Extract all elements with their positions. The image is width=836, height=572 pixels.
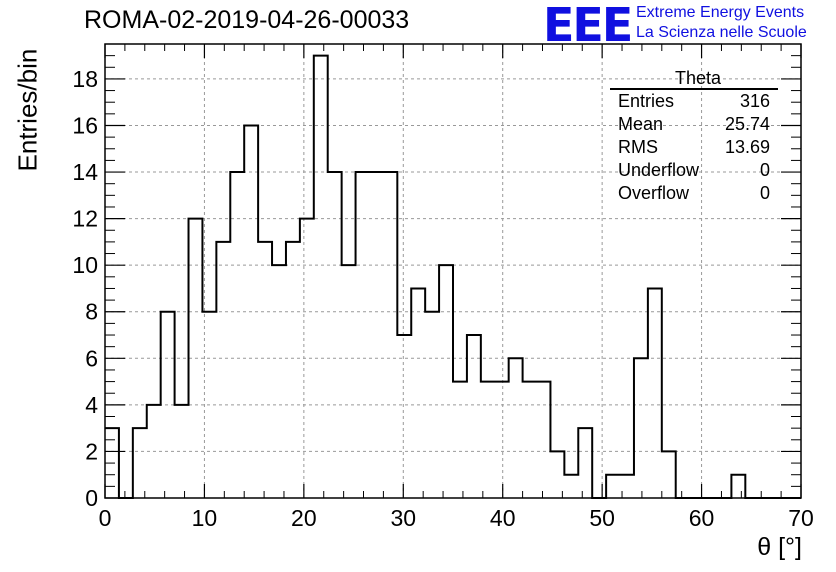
- x-tick-label: 40: [490, 505, 516, 531]
- stats-value: 0: [759, 183, 770, 203]
- stats-box: Theta Entries 316 Mean 25.74 RMS 13.69 U…: [610, 68, 778, 205]
- histogram-series: [105, 54, 801, 499]
- stats-row-entries: Entries 316: [610, 90, 778, 113]
- y-tick-label: 18: [72, 66, 98, 92]
- y-tick-label: 12: [72, 206, 98, 232]
- stats-value: 0: [759, 160, 770, 180]
- plot-frame: [104, 43, 802, 499]
- y-axis-label: Entries/bin: [12, 48, 43, 172]
- y-tick-label: 6: [85, 345, 98, 371]
- chart-title: ROMA-02-2019-04-26-00033: [84, 6, 410, 34]
- histogram-line: [105, 54, 801, 499]
- y-tick-label: 0: [85, 485, 98, 511]
- stats-row-mean: Mean 25.74: [610, 113, 778, 136]
- x-tick-label: 10: [192, 505, 218, 531]
- y-tick-label: 4: [85, 392, 98, 418]
- stats-value: 25.74: [724, 114, 770, 134]
- stats-label: Mean: [618, 114, 664, 134]
- stats-row-overflow: Overflow 0: [610, 182, 778, 205]
- stats-value: 13.69: [724, 137, 770, 157]
- axis-ticks: [104, 44, 802, 499]
- stats-label: Overflow: [618, 183, 690, 203]
- x-tick-label: 20: [291, 505, 317, 531]
- eee-logo: EEE: [543, 0, 633, 52]
- x-tick-label: 30: [390, 505, 416, 531]
- stats-row-rms: RMS 13.69: [610, 136, 778, 159]
- stats-value: 316: [739, 91, 770, 111]
- stats-row-underflow: Underflow 0: [610, 159, 778, 182]
- x-tick-label: 60: [689, 505, 715, 531]
- x-tick-label: 70: [788, 505, 814, 531]
- x-tick-label: 50: [589, 505, 615, 531]
- logo-text-line1: Extreme Energy Events: [636, 4, 805, 21]
- stats-label: Entries: [618, 91, 675, 111]
- stats-label: Underflow: [618, 160, 700, 180]
- logo-text-line2: La Scienza nelle Scuole: [636, 24, 807, 41]
- stats-title: Theta: [610, 68, 778, 90]
- y-tick-label: 8: [85, 299, 98, 325]
- x-tick-label: 0: [99, 505, 112, 531]
- y-tick-label: 2: [85, 438, 98, 464]
- y-tick-label: 14: [72, 159, 98, 185]
- axis-tick-labels: 0 10 20 30 40 50 60 70 0 2 4 6 8 10 12 14 16 18: [72, 66, 813, 531]
- y-tick-label: 16: [72, 112, 98, 138]
- y-tick-label: 10: [72, 252, 98, 278]
- stats-label: RMS: [618, 137, 658, 157]
- x-axis-label: θ [°]: [757, 533, 802, 561]
